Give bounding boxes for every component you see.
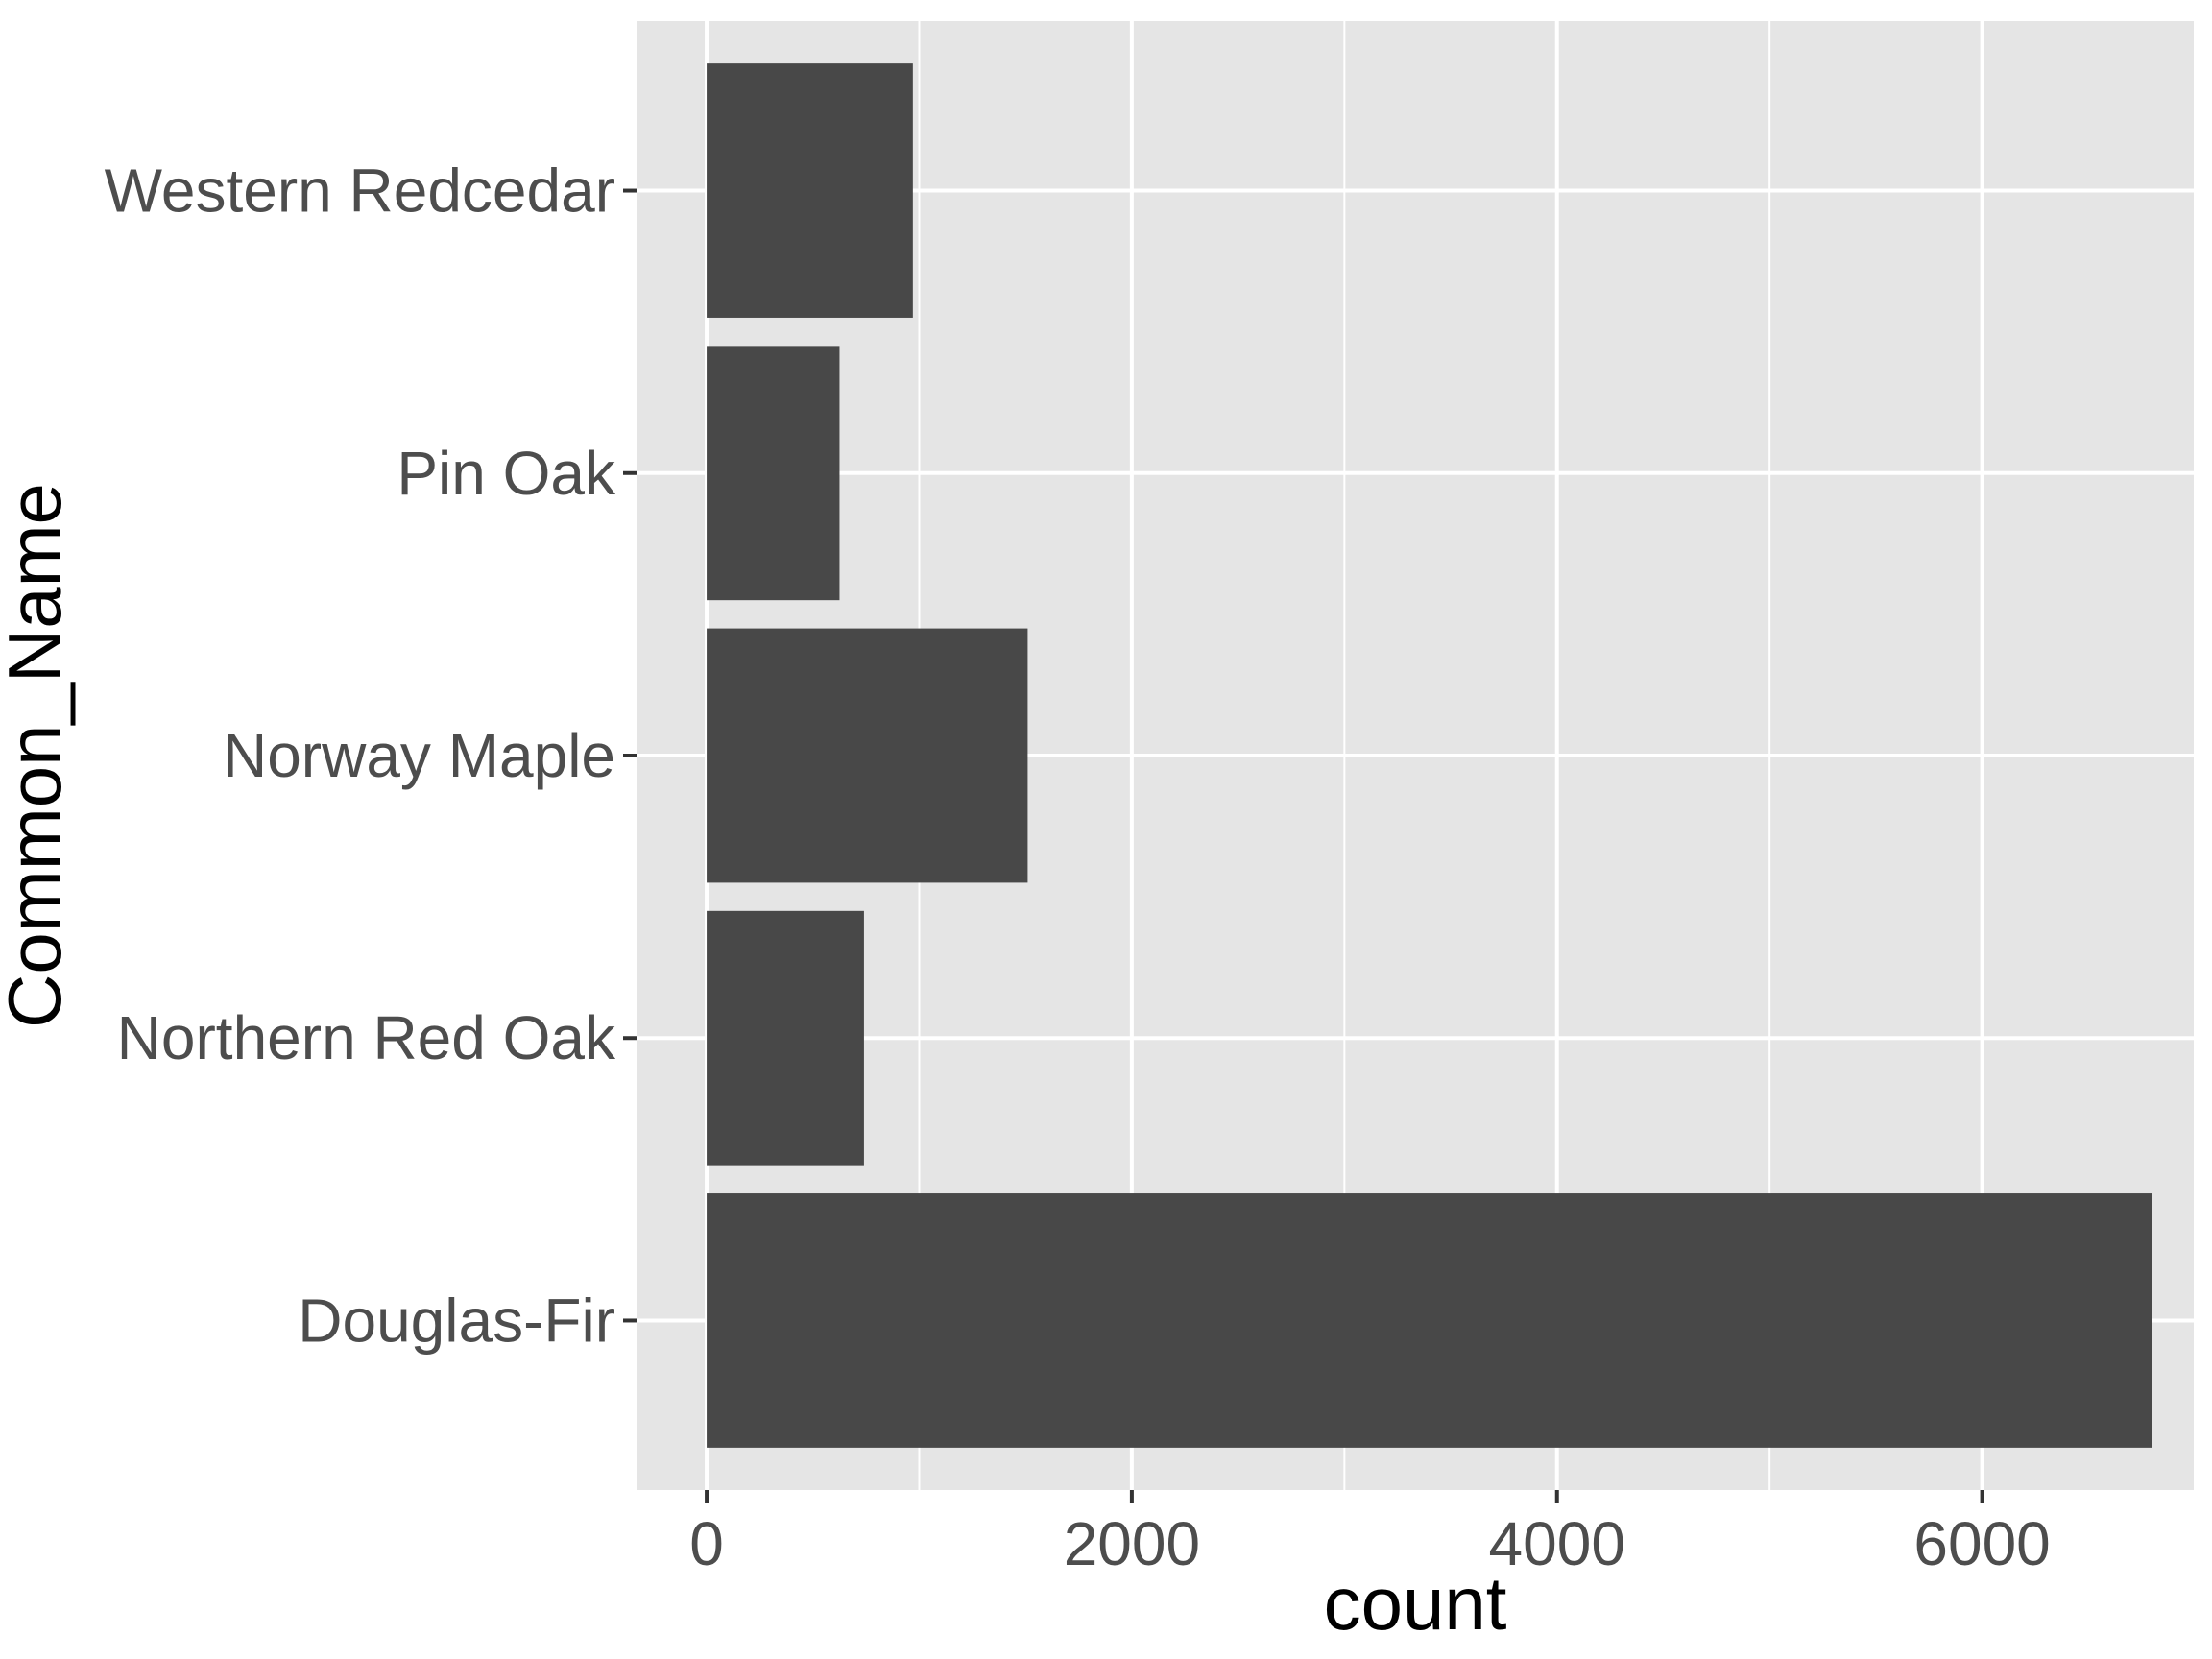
y-tick-label: Douglas-Fir [298, 1286, 615, 1355]
x-tick-label: 2000 [1064, 1509, 1200, 1578]
y-tick-label: Northern Red Oak [117, 1003, 616, 1072]
bar-northern-red-oak [707, 910, 864, 1166]
bar-douglas-fir [707, 1193, 2152, 1448]
x-axis: 0 2000 4000 6000 [689, 1490, 2051, 1578]
bar-pin-oak [707, 346, 840, 601]
y-tick-label: Norway Maple [223, 721, 615, 790]
y-axis: Douglas-Fir Northern Red Oak Norway Maple P… [105, 156, 637, 1355]
bar-western-redcedar [707, 63, 913, 318]
x-tick-label: 4000 [1489, 1509, 1625, 1578]
x-tick-label: 0 [689, 1509, 724, 1578]
bars [707, 63, 2152, 1448]
x-tick-label: 6000 [1913, 1509, 2050, 1578]
y-tick-label: Pin Oak [397, 439, 616, 508]
bar-norway-maple [707, 628, 1028, 883]
y-tick-label: Western Redcedar [105, 156, 615, 226]
x-axis-title: count [1324, 1561, 1507, 1646]
y-axis-title: Common_Name [0, 483, 77, 1028]
